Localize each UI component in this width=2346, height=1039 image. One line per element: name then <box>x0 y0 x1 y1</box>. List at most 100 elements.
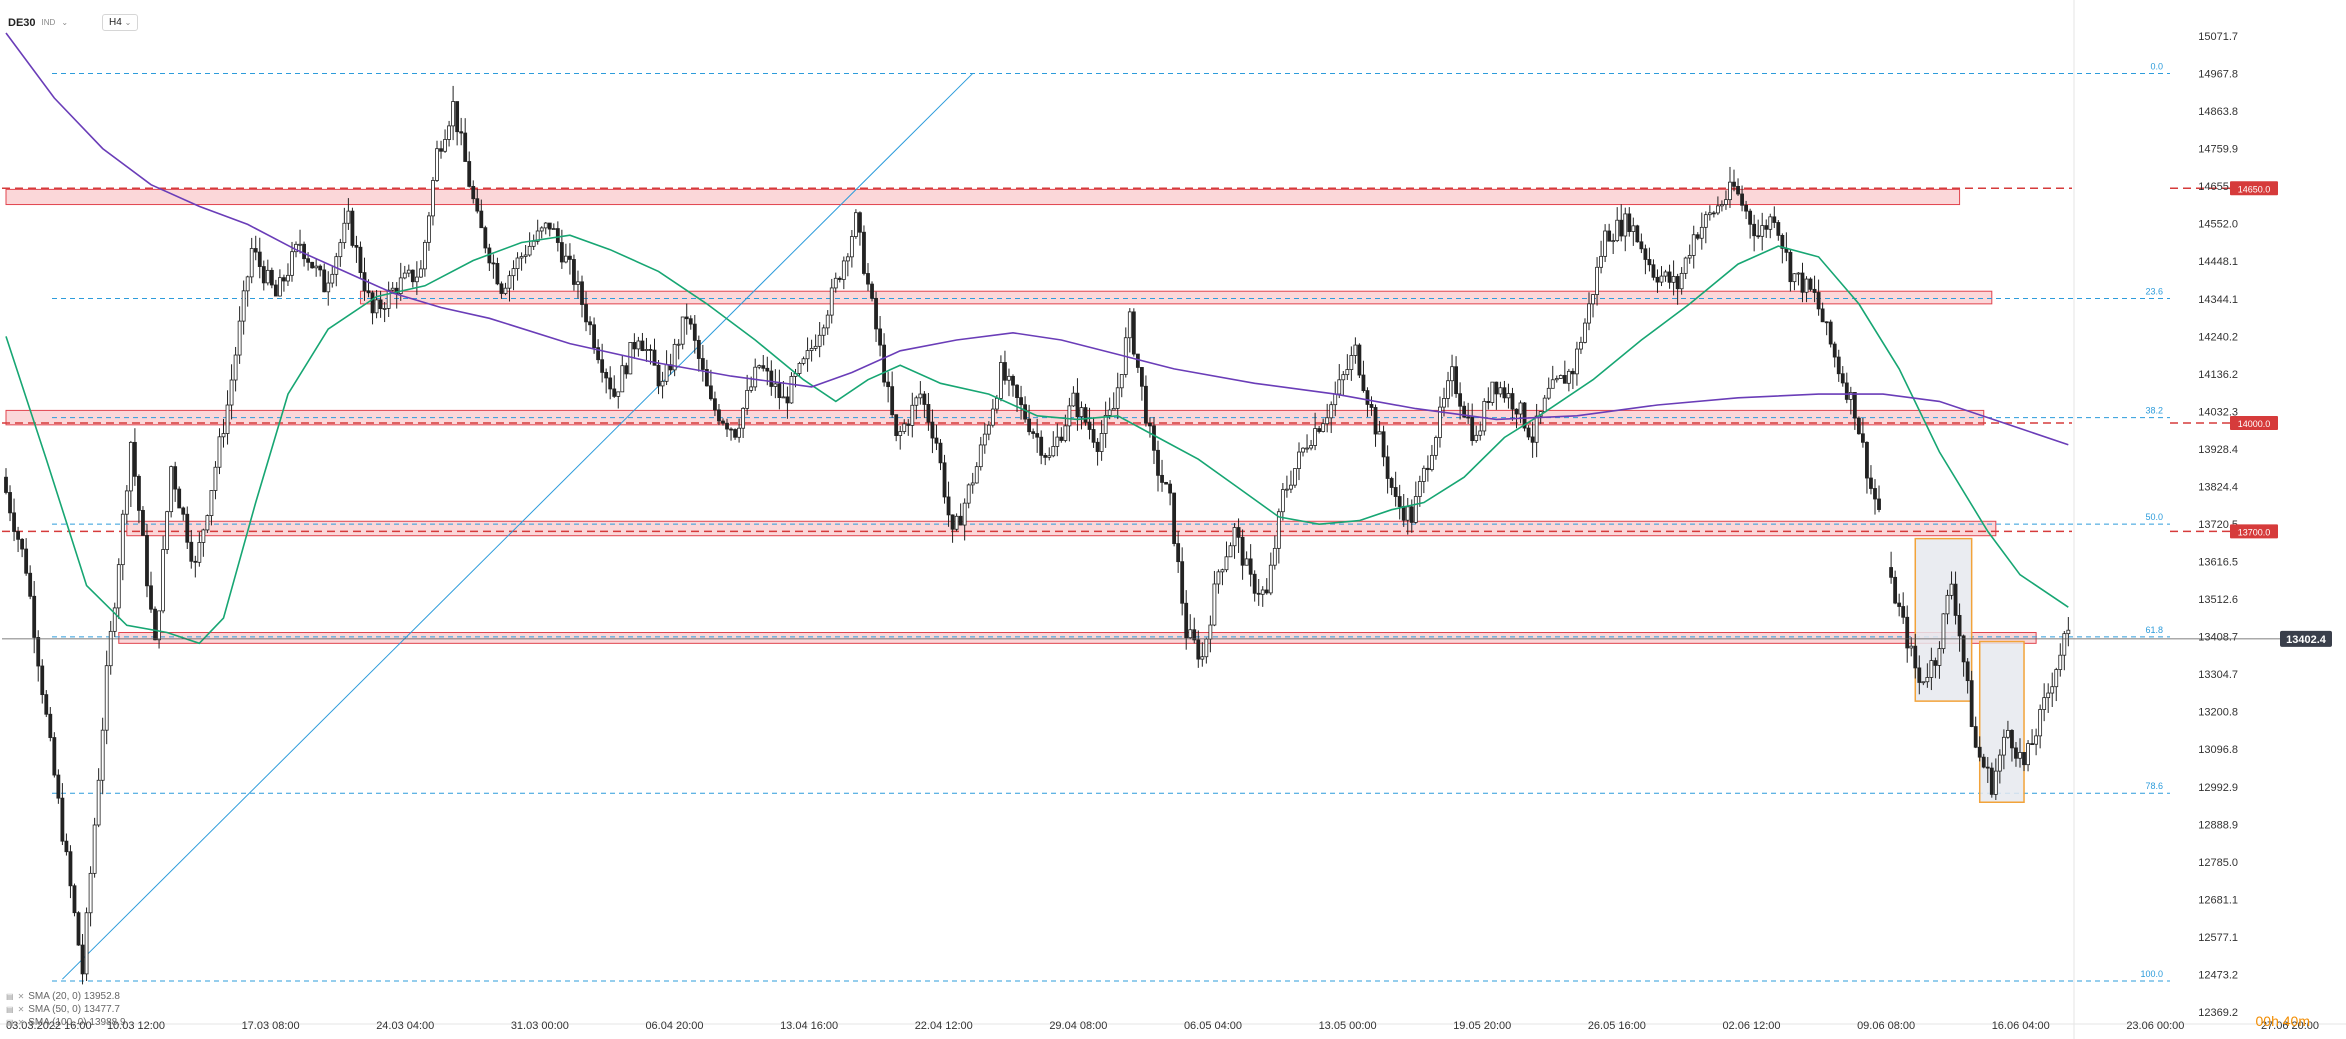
candle-body <box>523 254 528 257</box>
time-axis[interactable]: 03.03.2022 16:00 10.03 12:00 17.03 08:00 24… <box>6 1020 2319 1032</box>
x-tick-label: 22.04 12:00 <box>915 1020 973 1032</box>
candle-body <box>833 277 838 289</box>
candle-body <box>1148 422 1152 427</box>
candle-body <box>96 779 101 826</box>
candle-body <box>124 490 129 515</box>
fib-level-label: 23.6 <box>2145 286 2163 296</box>
candle-body <box>874 297 878 330</box>
candle-body <box>2010 729 2014 749</box>
legend-item-sma100[interactable]: ▤ ✕ SMA (100, 0) 13988.9 <box>6 1016 126 1029</box>
candle-body <box>12 512 16 532</box>
candle-body <box>805 350 810 360</box>
candle-body <box>1792 273 1797 283</box>
candle-body <box>2038 709 2043 737</box>
candle-body <box>330 273 335 284</box>
candle-body <box>2050 686 2055 694</box>
candle-body <box>1099 433 1104 452</box>
price-axis[interactable]: 15071.7 14967.8 14863.8 14759.9 14655.9 14552… <box>2198 31 2238 1019</box>
y-tick-label: 14240.2 <box>2198 331 2238 343</box>
candle-body <box>233 354 238 381</box>
candle-body <box>1119 374 1124 389</box>
candle-body <box>2001 736 2006 756</box>
legend-label: SMA (100, 0) 13988.9 <box>28 1017 126 1028</box>
candle-body <box>660 380 665 387</box>
instrument-symbol[interactable]: DE30 <box>8 16 36 29</box>
x-tick-label: 17.03 08:00 <box>242 1020 300 1032</box>
candle-body <box>1019 397 1023 406</box>
y-tick-label: 13096.8 <box>2198 744 2238 756</box>
trendline <box>62 73 974 980</box>
candle-body <box>849 236 854 258</box>
eye-icon[interactable]: ▤ <box>6 1005 14 1014</box>
candle-body <box>1957 615 1962 637</box>
candle-body <box>1297 451 1301 469</box>
candle-body <box>491 262 496 265</box>
candle-body <box>1212 583 1217 626</box>
close-icon[interactable]: ✕ <box>17 1018 25 1027</box>
y-tick-label: 14448.1 <box>2198 256 2238 268</box>
eye-icon[interactable]: ▤ <box>6 1018 14 1027</box>
candle-body <box>910 404 915 426</box>
candle-body <box>1482 400 1487 432</box>
candle-body <box>1651 264 1656 278</box>
candle-body <box>253 248 258 253</box>
candle-body <box>990 408 995 426</box>
chevron-down-icon[interactable]: ⌄ <box>61 18 69 27</box>
candle-body <box>1836 356 1841 375</box>
price-level-tag-label: 14650.0 <box>2238 184 2271 194</box>
candle-body <box>737 427 741 438</box>
close-icon[interactable]: ✕ <box>17 1005 25 1014</box>
trendline-layer[interactable] <box>62 73 974 980</box>
candle-body <box>1647 259 1652 266</box>
candle-body <box>1095 441 1100 452</box>
candle-body <box>1135 353 1140 368</box>
candle-body <box>946 496 951 516</box>
candle-body <box>866 273 870 285</box>
candle-body <box>479 210 484 229</box>
candle-body <box>427 215 431 243</box>
candle-body <box>84 912 89 975</box>
candle-body <box>531 240 536 247</box>
candle-body <box>165 511 170 550</box>
timeframe-select[interactable]: H4 ⌄ <box>102 14 139 31</box>
candle-body <box>201 529 206 543</box>
candle-body <box>1385 456 1390 479</box>
candle-body <box>1949 583 1954 596</box>
candle-body <box>32 595 37 638</box>
candle-body <box>157 610 161 641</box>
candle-body <box>962 502 967 526</box>
candle-body <box>608 377 613 390</box>
candle-body <box>1446 380 1450 399</box>
candle-body <box>48 713 53 738</box>
candle-body <box>435 148 439 181</box>
candle-body <box>197 542 202 563</box>
candle-body <box>878 328 882 346</box>
candle-body <box>88 872 93 914</box>
legend-item-sma50[interactable]: ▤ ✕ SMA (50, 0) 13477.7 <box>6 1003 126 1016</box>
candle-body <box>1103 415 1108 434</box>
eye-icon[interactable]: ▤ <box>6 992 14 1001</box>
candle-body <box>414 276 419 283</box>
legend-label: SMA (20, 0) 13952.8 <box>28 991 120 1002</box>
candle-body <box>1993 770 1998 795</box>
x-tick-label: 13.05 00:00 <box>1319 1020 1377 1032</box>
candle-body <box>237 320 242 356</box>
resistance-zone <box>359 290 1993 305</box>
candle-body <box>173 466 178 490</box>
candle-body <box>757 365 762 368</box>
close-icon[interactable]: ✕ <box>17 992 25 1001</box>
fib-level-label: 61.8 <box>2145 625 2163 635</box>
candle-body <box>1377 431 1382 435</box>
candle-body <box>1168 483 1172 494</box>
candle-body <box>761 365 766 369</box>
y-tick-label: 14759.9 <box>2198 144 2238 156</box>
candle-body <box>559 242 564 263</box>
candle-body <box>1329 404 1334 419</box>
candle-body <box>1333 393 1338 406</box>
legend-item-sma20[interactable]: ▤ ✕ SMA (20, 0) 13952.8 <box>6 990 126 1003</box>
x-tick-label: 06.04 20:00 <box>645 1020 703 1032</box>
candle-body <box>1623 213 1628 237</box>
candle-body <box>342 222 347 244</box>
candle-body <box>1776 222 1781 236</box>
